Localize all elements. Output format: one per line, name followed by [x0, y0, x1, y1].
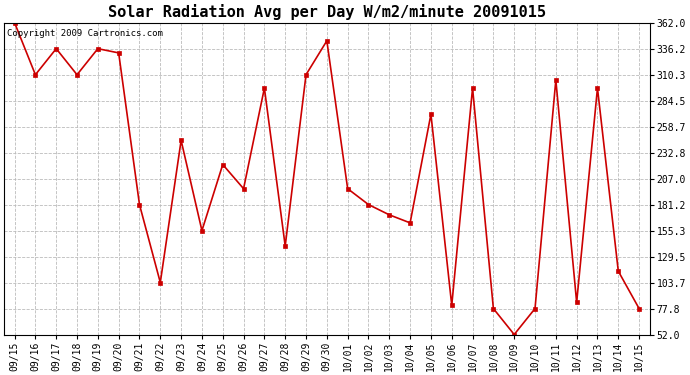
Text: Copyright 2009 Cartronics.com: Copyright 2009 Cartronics.com — [8, 29, 164, 38]
Title: Solar Radiation Avg per Day W/m2/minute 20091015: Solar Radiation Avg per Day W/m2/minute … — [108, 4, 546, 20]
